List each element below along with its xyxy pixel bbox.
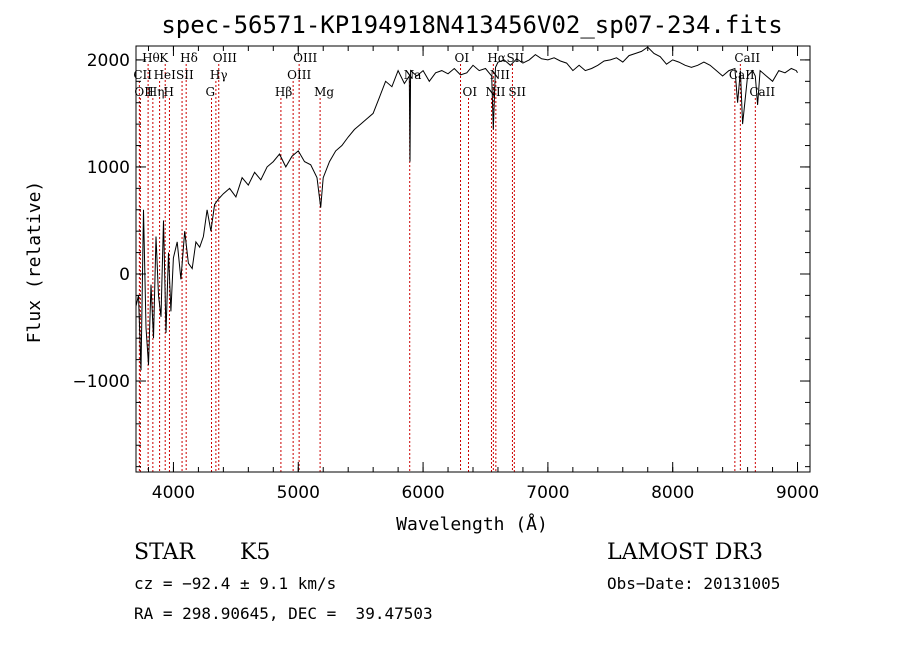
line-label: OIII: [293, 51, 317, 65]
x-tick-label: 8000: [651, 483, 694, 503]
line-label: SII: [508, 85, 526, 99]
object-subclass: K5: [240, 540, 271, 565]
line-label: HeI: [154, 68, 177, 82]
line-label: OI: [463, 85, 478, 99]
ra-dec: RA = 298.90645, DEC = 39.47503: [134, 604, 433, 623]
x-axis-label: Wavelength (Å): [396, 513, 548, 535]
line-label: Hθ: [142, 51, 160, 65]
chart-title: spec-56571-KP194918N413456V02_sp07-234.f…: [161, 11, 782, 39]
y-axis-ticks: −1000 0 1000 2000: [72, 51, 810, 468]
line-label: OIII: [213, 51, 237, 65]
line-label: Mg: [314, 85, 334, 99]
line-label: OIII: [287, 68, 311, 82]
y-tick-label: 0: [119, 265, 130, 285]
line-label: OI: [455, 51, 470, 65]
x-tick-label: 5000: [277, 483, 320, 503]
spectrum-chart: spec-56571-KP194918N413456V02_sp07-234.f…: [24, 11, 819, 535]
line-label: H: [163, 85, 173, 99]
y-tick-label: 1000: [87, 158, 130, 178]
x-tick-label: 4000: [152, 483, 195, 503]
plot-frame: [135, 45, 811, 473]
line-label: CaII: [734, 51, 760, 65]
y-tick-label: −1000: [72, 372, 130, 392]
y-tick-label: 2000: [87, 51, 130, 71]
line-label: SII: [506, 51, 524, 65]
line-label: CII: [133, 68, 152, 82]
line-markers: [138, 64, 756, 472]
line-label: CaII: [749, 85, 775, 99]
x-tick-label: 9000: [776, 483, 819, 503]
line-label: SII: [176, 68, 194, 82]
line-label: Hγ: [210, 68, 228, 82]
y-axis-label: Flux (relative): [24, 181, 45, 344]
spectrum-line: [135, 46, 798, 371]
survey-name: LAMOST DR3: [607, 540, 763, 565]
line-label: NII: [490, 68, 510, 82]
line-label: OII: [134, 85, 154, 99]
line-label: Hδ: [180, 51, 198, 65]
x-tick-label: 7000: [526, 483, 569, 503]
line-label: Hα: [487, 51, 506, 65]
x-axis-ticks: 4000 5000 6000 7000 8000 9000: [147, 46, 819, 503]
object-class: STAR: [134, 540, 195, 565]
line-label: NII: [485, 85, 505, 99]
x-tick-label: 6000: [401, 483, 444, 503]
line-label: K: [159, 51, 169, 65]
line-label: G: [206, 85, 216, 99]
line-label: CaII: [729, 68, 755, 82]
redshift-cz: cz = −92.4 ± 9.1 km/s: [134, 574, 337, 593]
line-label: Hβ: [275, 85, 292, 99]
line-label: Hη: [147, 85, 165, 99]
obs-date: Obs−Date: 20131005: [607, 574, 781, 593]
